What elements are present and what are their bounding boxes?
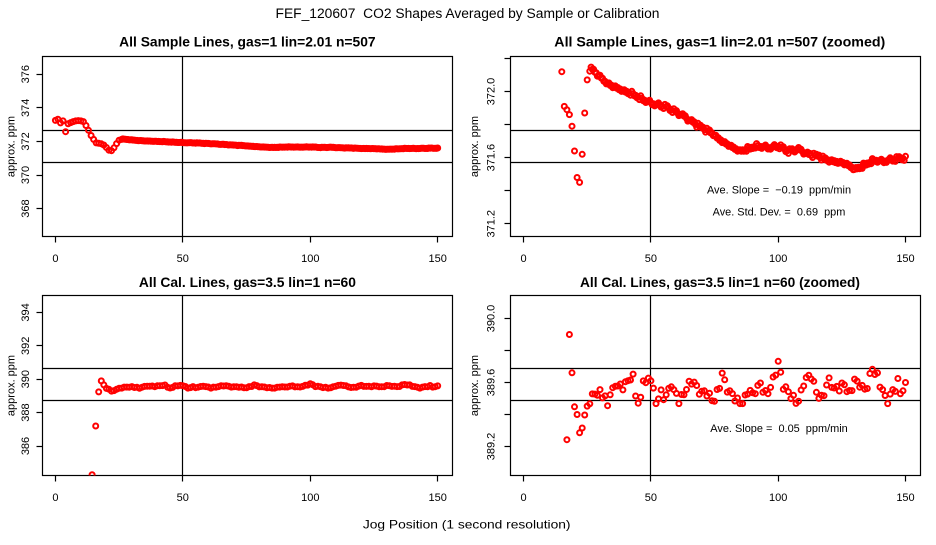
svg-text:All Sample Lines, gas=1 lin=2.: All Sample Lines, gas=1 lin=2.01 n=507 <box>119 34 375 49</box>
svg-text:50: 50 <box>177 492 189 504</box>
svg-text:374: 374 <box>20 99 32 117</box>
svg-text:368: 368 <box>20 199 32 217</box>
svg-text:approx. ppm: approx. ppm <box>5 116 17 177</box>
svg-text:370: 370 <box>20 166 32 184</box>
svg-text:100: 100 <box>769 253 787 265</box>
svg-text:390.0: 390.0 <box>485 305 497 333</box>
svg-text:0: 0 <box>521 253 527 265</box>
svg-text:0: 0 <box>52 492 58 504</box>
svg-text:approx. ppm: approx. ppm <box>469 116 481 177</box>
svg-text:All Sample Lines, gas=1 lin=2.: All Sample Lines, gas=1 lin=2.01 n=507 (… <box>554 34 885 49</box>
svg-text:392: 392 <box>20 337 32 355</box>
svg-text:0: 0 <box>52 253 58 265</box>
svg-text:All Cal. Lines, gas=3.5 lin=1: All Cal. Lines, gas=3.5 lin=1 n=60 <box>139 275 356 290</box>
svg-text:150: 150 <box>429 253 447 265</box>
svg-text:376: 376 <box>20 65 32 83</box>
svg-text:All Cal. Lines, gas=3.5 lin=1: All Cal. Lines, gas=3.5 lin=1 n=60 (zoom… <box>580 275 860 290</box>
svg-text:389.6: 389.6 <box>485 369 497 397</box>
svg-text:150: 150 <box>896 492 914 504</box>
svg-text:388: 388 <box>20 403 32 421</box>
svg-text:Ave. Slope = 0.05 ppm/min: Ave. Slope = 0.05 ppm/min <box>710 423 848 435</box>
svg-text:50: 50 <box>645 253 657 265</box>
svg-text:50: 50 <box>645 492 657 504</box>
svg-text:389.2: 389.2 <box>485 433 497 461</box>
svg-text:100: 100 <box>769 492 787 504</box>
svg-text:approx. ppm: approx. ppm <box>5 355 17 416</box>
svg-text:390: 390 <box>20 370 32 388</box>
svg-text:50: 50 <box>177 253 189 265</box>
svg-text:Ave. Slope = −0.19 ppm/min: Ave. Slope = −0.19 ppm/min <box>707 184 851 196</box>
svg-text:Ave. Std. Dev. = 0.69 ppm: Ave. Std. Dev. = 0.69 ppm <box>713 207 846 219</box>
svg-text:386: 386 <box>20 437 32 455</box>
svg-text:372.0: 372.0 <box>485 78 497 106</box>
svg-text:371.2: 371.2 <box>485 210 497 238</box>
svg-text:371.6: 371.6 <box>485 144 497 172</box>
svg-text:100: 100 <box>301 253 319 265</box>
svg-text:372: 372 <box>20 132 32 150</box>
svg-text:Jog Position (1 second resolut: Jog Position (1 second resolution) <box>363 518 571 532</box>
svg-text:FEF_120607 CO2 Shapes Average: FEF_120607 CO2 Shapes Averaged by Sample… <box>276 6 660 21</box>
svg-text:100: 100 <box>301 492 319 504</box>
svg-text:150: 150 <box>896 253 914 265</box>
svg-text:150: 150 <box>429 492 447 504</box>
svg-text:approx. ppm: approx. ppm <box>469 355 481 416</box>
svg-text:394: 394 <box>20 303 32 321</box>
svg-text:0: 0 <box>521 492 527 504</box>
